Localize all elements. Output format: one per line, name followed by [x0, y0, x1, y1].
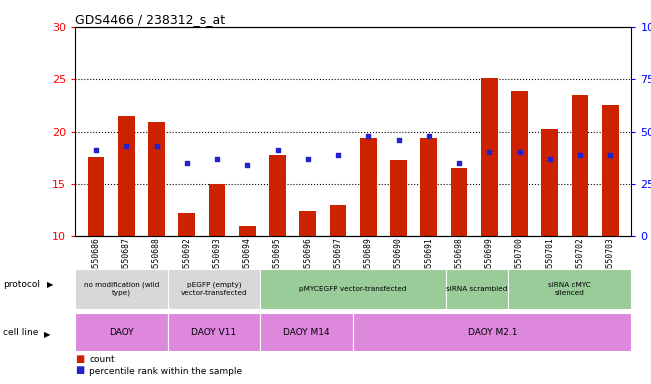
Text: GDS4466 / 238312_s_at: GDS4466 / 238312_s_at	[75, 13, 225, 26]
Point	[121, 143, 132, 149]
Bar	[329, 205, 346, 236]
Bar	[508, 269, 631, 309]
Bar	[511, 91, 528, 236]
Point	[514, 149, 525, 156]
Bar	[178, 213, 195, 236]
Point	[363, 132, 374, 139]
Bar	[168, 313, 260, 351]
Text: DAOY V11: DAOY V11	[191, 328, 236, 337]
Bar	[450, 168, 467, 236]
Bar	[270, 154, 286, 236]
Point	[303, 156, 313, 162]
Bar	[542, 129, 558, 236]
Bar	[209, 184, 225, 236]
Text: DAOY: DAOY	[109, 328, 133, 337]
Point	[333, 151, 343, 157]
Point	[575, 151, 585, 157]
Bar	[353, 313, 631, 351]
Point	[182, 160, 192, 166]
Bar	[602, 105, 618, 236]
Bar	[360, 138, 377, 236]
Bar	[260, 313, 353, 351]
Text: protocol: protocol	[3, 280, 40, 290]
Point	[91, 147, 102, 154]
Bar	[75, 313, 168, 351]
Bar	[421, 138, 437, 236]
Point	[393, 137, 404, 143]
Text: ■: ■	[75, 365, 84, 375]
Bar	[260, 269, 446, 309]
Point	[272, 147, 283, 154]
Bar	[118, 116, 135, 236]
Point	[484, 149, 495, 156]
Bar	[168, 269, 260, 309]
Point	[242, 162, 253, 168]
Text: no modification (wild
type): no modification (wild type)	[83, 282, 159, 296]
Text: DAOY M14: DAOY M14	[283, 328, 330, 337]
Point	[424, 132, 434, 139]
Bar	[239, 226, 256, 236]
Text: siRNA scrambled: siRNA scrambled	[446, 286, 508, 292]
Point	[454, 160, 464, 166]
Text: ▶: ▶	[44, 329, 51, 339]
Bar	[446, 269, 508, 309]
Point	[212, 156, 222, 162]
Point	[151, 143, 161, 149]
Text: pEGFP (empty)
vector-transfected: pEGFP (empty) vector-transfected	[181, 282, 247, 296]
Text: cell line: cell line	[3, 328, 38, 337]
Bar	[481, 78, 497, 236]
Text: siRNA cMYC
silenced: siRNA cMYC silenced	[548, 282, 591, 296]
Text: percentile rank within the sample: percentile rank within the sample	[89, 367, 242, 376]
Point	[605, 151, 615, 157]
Bar	[572, 95, 589, 236]
Bar	[390, 160, 407, 236]
Bar	[88, 157, 104, 236]
Point	[545, 156, 555, 162]
Bar	[75, 269, 168, 309]
Bar	[148, 122, 165, 236]
Bar	[299, 211, 316, 236]
Text: ▶: ▶	[47, 280, 53, 290]
Text: DAOY M2.1: DAOY M2.1	[467, 328, 517, 337]
Text: ■: ■	[75, 354, 84, 364]
Text: count: count	[89, 355, 115, 364]
Text: pMYCEGFP vector-transfected: pMYCEGFP vector-transfected	[299, 286, 407, 292]
